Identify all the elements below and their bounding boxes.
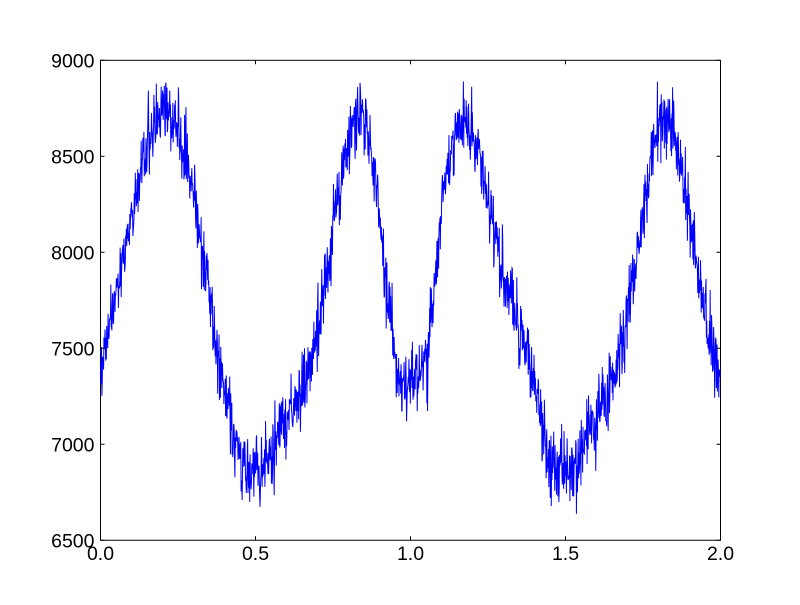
svg-text:0.5: 0.5 — [242, 543, 269, 565]
svg-text:8000: 8000 — [51, 242, 95, 264]
svg-text:1.0: 1.0 — [397, 543, 424, 565]
svg-text:8500: 8500 — [51, 146, 95, 168]
svg-text:7500: 7500 — [51, 338, 95, 360]
svg-text:6500: 6500 — [51, 530, 95, 552]
svg-text:9000: 9000 — [51, 50, 95, 72]
svg-text:2.0: 2.0 — [707, 543, 734, 565]
svg-text:7000: 7000 — [51, 434, 95, 456]
svg-text:1.5: 1.5 — [552, 543, 579, 565]
